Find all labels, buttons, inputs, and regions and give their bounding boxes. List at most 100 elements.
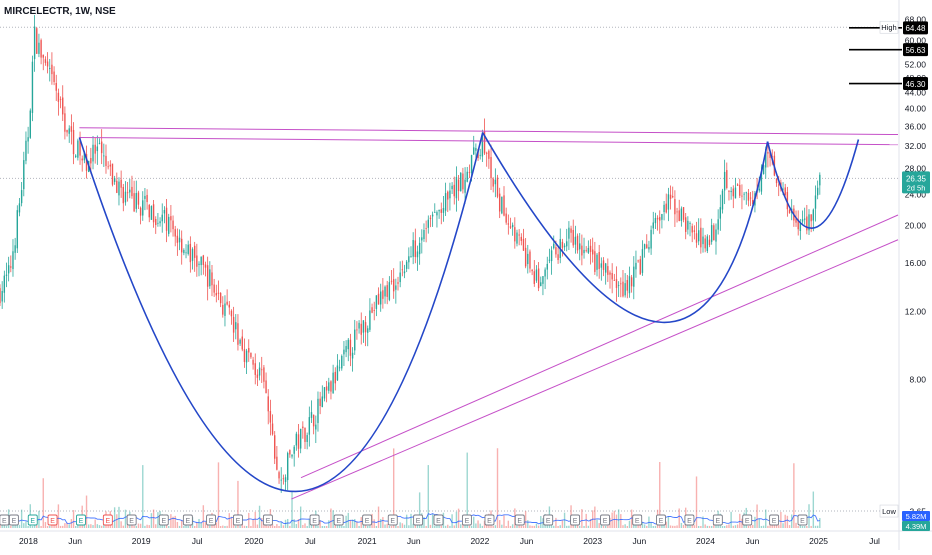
candle-body (516, 232, 518, 244)
candle-body (263, 367, 265, 382)
candle-body (542, 276, 544, 284)
volume-bar (516, 525, 518, 528)
candle-body (191, 248, 194, 261)
earnings-marker-label: E (716, 518, 721, 525)
volume-bar (395, 525, 397, 528)
candle-body (418, 242, 421, 255)
candle-body (170, 216, 172, 221)
last-price-label: 26.35 (906, 174, 927, 183)
candle-body (217, 292, 220, 294)
candle-body (126, 192, 129, 194)
candle-body (579, 243, 581, 250)
candle-body (20, 190, 23, 204)
candle-body (295, 433, 298, 446)
volume-bar (124, 509, 127, 528)
candle-body (550, 250, 553, 262)
candle-body (667, 194, 670, 210)
candle-body (498, 193, 501, 212)
candle-body (568, 227, 570, 239)
candle-body (721, 190, 724, 210)
volume-bar (756, 504, 758, 528)
volume-bar (710, 525, 713, 528)
volume-bar (561, 520, 564, 528)
candle-body (460, 172, 462, 192)
volume-bar (691, 525, 693, 528)
candle-body (107, 166, 109, 168)
candle-body (211, 272, 213, 286)
volume-bar (204, 521, 207, 528)
candle-body (148, 205, 150, 218)
candle-body (79, 137, 81, 156)
volume-bar (261, 518, 263, 528)
y-tick-label: 32.00 (905, 141, 927, 151)
volume-bar (66, 522, 68, 528)
drawing-annotations[interactable] (78, 127, 899, 500)
volume-bar (155, 524, 157, 528)
earnings-marker-label: E (266, 518, 271, 525)
candle-body (816, 187, 819, 196)
volume-bar (118, 506, 120, 528)
earnings-marker (0, 514, 10, 526)
candle-body (103, 155, 105, 157)
x-tick-label: 2019 (132, 536, 151, 546)
candle-body (213, 284, 215, 293)
volume-bar (498, 520, 501, 528)
volume-bar (282, 525, 285, 528)
volume-bar (470, 525, 473, 528)
candle-body (602, 260, 605, 270)
volume-bar (672, 525, 674, 528)
candle-body (421, 237, 423, 241)
candle-body (1, 291, 3, 302)
volume-bar (730, 511, 732, 528)
candle-body (503, 195, 505, 216)
candle-body (308, 417, 311, 435)
volume-bar (650, 522, 652, 528)
time-axis[interactable]: 2018 Jun 2019 Jul 2020 Jul 2021 Jun 2022 Jun 2023 J… (19, 536, 880, 546)
volume-bar (697, 525, 700, 528)
volume-bar (473, 516, 475, 528)
volume-bar (183, 525, 185, 528)
volume-bar (338, 524, 341, 528)
volume-bar (172, 516, 174, 528)
candle-body (38, 42, 40, 54)
candle-body (343, 349, 345, 355)
candle-body (386, 285, 388, 297)
earnings-marker-label: E (603, 518, 608, 525)
earnings-marker (742, 514, 753, 526)
candle-body (354, 329, 356, 351)
y-tick-label: 36.00 (905, 121, 927, 131)
price-axis[interactable]: 68.0060.0056.0052.0048.0044.0040.0036.00… (905, 14, 927, 384)
candle-body (747, 192, 750, 201)
candle-body (25, 140, 27, 161)
candle-body (535, 269, 538, 281)
candle-body (330, 381, 332, 392)
earnings-marker-label: E (800, 518, 805, 525)
earnings-marker (514, 514, 525, 526)
volume-bar (291, 491, 293, 528)
candle-body (685, 217, 687, 232)
volume-bar (40, 526, 42, 528)
candle-body (620, 283, 622, 285)
candle-body (468, 172, 471, 173)
volume-bar (531, 525, 533, 528)
y-tick-label: 52.00 (905, 60, 927, 70)
volume-bar (440, 525, 442, 528)
candle-body (613, 280, 616, 281)
volume-bar (325, 525, 328, 528)
volume-bar (360, 517, 362, 528)
candle-body (425, 228, 427, 229)
volume-bar (64, 523, 66, 528)
volume-bar (304, 523, 306, 528)
volume-bar (760, 525, 763, 528)
y-tick-label: 12.00 (905, 306, 927, 316)
candle-body (261, 369, 263, 371)
candle-body (185, 252, 187, 254)
volume-bar (466, 452, 468, 528)
candle-body (120, 179, 122, 188)
candle-body (697, 230, 700, 242)
volume-bar (496, 448, 499, 528)
volume-bar (384, 524, 386, 528)
